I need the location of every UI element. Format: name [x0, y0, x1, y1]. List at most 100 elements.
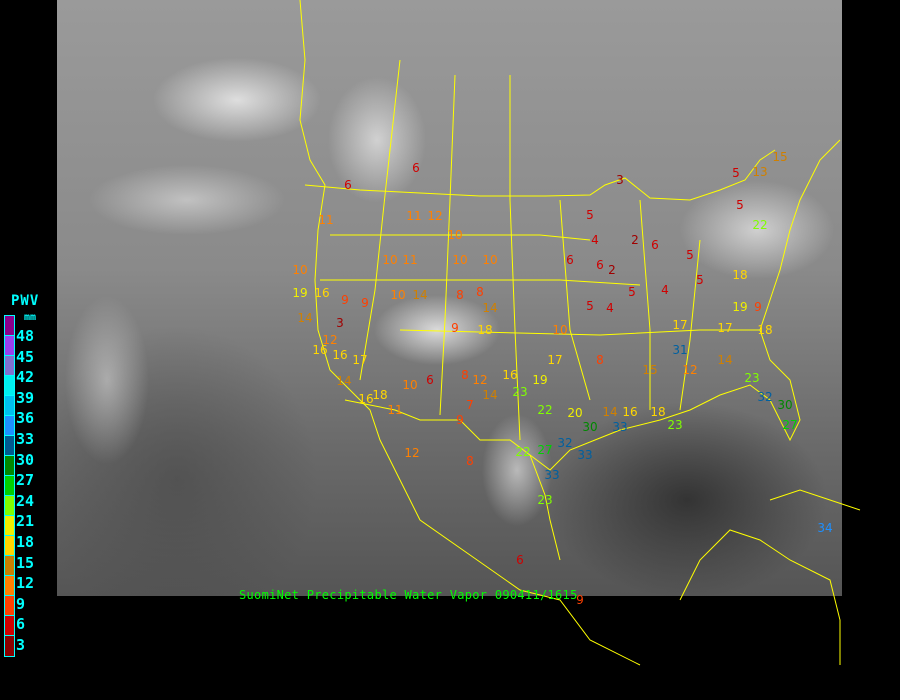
station-pwv-value: 8 [596, 353, 604, 367]
station-pwv-value: 5 [628, 285, 636, 299]
station-pwv-value: 10 [452, 253, 468, 267]
color-scale-segment [5, 356, 14, 376]
state-line [439, 74, 456, 416]
color-scale-segment [5, 516, 14, 536]
station-pwv-value: 18 [732, 268, 748, 282]
station-pwv-value: 11 [402, 253, 418, 267]
station-pwv-value: 11 [387, 403, 403, 417]
station-pwv-value: 6 [426, 373, 434, 387]
state-line [509, 75, 521, 441]
station-pwv-value: 9 [341, 293, 349, 307]
station-pwv-value: 27 [537, 443, 553, 457]
station-pwv-value: 22 [752, 218, 768, 232]
station-pwv-value: 8 [461, 368, 469, 382]
color-scale-segment [5, 456, 14, 476]
color-scale-segment [5, 436, 14, 456]
station-pwv-value: 31 [672, 343, 688, 357]
color-scale-tick-label: 18 [16, 533, 35, 551]
color-scale-tick-label: 45 [16, 347, 35, 366]
color-scale-tick-label: 36 [16, 409, 35, 428]
station-pwv-value: 3 [616, 173, 624, 187]
west-coast [299, 0, 641, 666]
station-pwv-value: 20 [567, 406, 583, 420]
station-pwv-value: 18 [650, 405, 666, 419]
state-line [330, 234, 591, 241]
station-pwv-value: 5 [736, 198, 744, 212]
station-pwv-value: 14 [602, 405, 618, 419]
station-pwv-value: 16 [314, 286, 330, 300]
station-pwv-value: 11 [318, 213, 334, 227]
station-pwv-value: 32 [557, 436, 573, 450]
station-pwv-value: 7 [466, 398, 474, 412]
color-scale-segment [5, 416, 14, 436]
station-pwv-value: 30 [582, 420, 598, 434]
color-scale-segment [5, 596, 14, 616]
station-pwv-value: 18 [477, 323, 493, 337]
color-scale-bar [4, 315, 15, 657]
gulf-coast [529, 139, 841, 471]
station-pwv-value: 6 [412, 161, 420, 175]
station-pwv-value: 5 [732, 166, 740, 180]
color-scale-tick-label: 9 [16, 594, 26, 613]
station-pwv-value: 33 [577, 448, 593, 462]
station-pwv-value: 4 [661, 283, 669, 297]
station-pwv-value: 10 [552, 323, 568, 337]
satellite-image [57, 0, 842, 596]
color-scale-tick-label: 15 [16, 553, 35, 572]
station-pwv-value: 27 [782, 418, 798, 432]
station-pwv-value: 14 [717, 353, 733, 367]
station-pwv-value: 6 [566, 253, 574, 267]
station-pwv-value: 18 [757, 323, 773, 337]
station-pwv-value: 16 [332, 348, 348, 362]
station-pwv-value: 17 [352, 353, 368, 367]
station-pwv-value: 5 [696, 273, 704, 287]
color-scale-tick-label: 3 [16, 636, 26, 654]
station-pwv-value: 3 [336, 316, 344, 330]
color-scale-segment [5, 316, 14, 336]
station-pwv-value: 34 [817, 521, 833, 535]
station-pwv-value: 17 [717, 321, 733, 335]
state-line [559, 199, 591, 401]
color-scale-segment [5, 476, 14, 496]
station-pwv-value: 2 [631, 233, 639, 247]
station-pwv-value: 17 [547, 353, 563, 367]
station-pwv-value: 4 [591, 233, 599, 247]
station-pwv-value: 8 [476, 285, 484, 299]
station-pwv-value: 33 [544, 468, 560, 482]
color-scale-tick-label: 21 [16, 512, 35, 531]
color-scale-segment [5, 576, 14, 596]
state-line [679, 239, 701, 411]
station-pwv-value: 10 [292, 263, 308, 277]
station-pwv-value: 4 [606, 301, 614, 315]
station-pwv-value: 12 [472, 373, 488, 387]
color-scale-tick-label: 33 [16, 430, 35, 448]
us-canada-border [304, 149, 776, 201]
color-scale-tick-label: 12 [16, 574, 35, 593]
station-pwv-value: 5 [586, 299, 594, 313]
station-pwv-value: 14 [297, 311, 313, 325]
color-scale-segment [5, 496, 14, 516]
station-pwv-value: 6 [516, 553, 524, 567]
station-pwv-value: 17 [672, 318, 688, 332]
station-pwv-value: 9 [456, 413, 464, 427]
state-line [639, 199, 651, 410]
color-scale-tick-label: 24 [16, 491, 35, 510]
station-pwv-value: 23 [537, 493, 553, 507]
station-pwv-value: 14 [482, 388, 498, 402]
station-pwv-value: 10 [382, 253, 398, 267]
station-pwv-value: 33 [612, 420, 628, 434]
station-pwv-value: 32 [757, 390, 773, 404]
station-pwv-value: 12 [682, 363, 698, 377]
legend-title: PWV [11, 293, 40, 309]
station-pwv-value: 11 [406, 209, 422, 223]
yucatan-coast [679, 529, 841, 665]
state-line [359, 59, 401, 381]
station-pwv-value: 2 [608, 263, 616, 277]
map-caption: SuomiNet Precipitable Water Vapor 090411… [239, 588, 578, 602]
station-pwv-value: 18 [372, 388, 388, 402]
station-pwv-value: 9 [576, 593, 584, 607]
station-pwv-value: 8 [456, 288, 464, 302]
color-scale-segment [5, 536, 14, 556]
station-pwv-value: 22 [515, 445, 531, 459]
color-scale-tick-label: 27 [16, 471, 35, 490]
